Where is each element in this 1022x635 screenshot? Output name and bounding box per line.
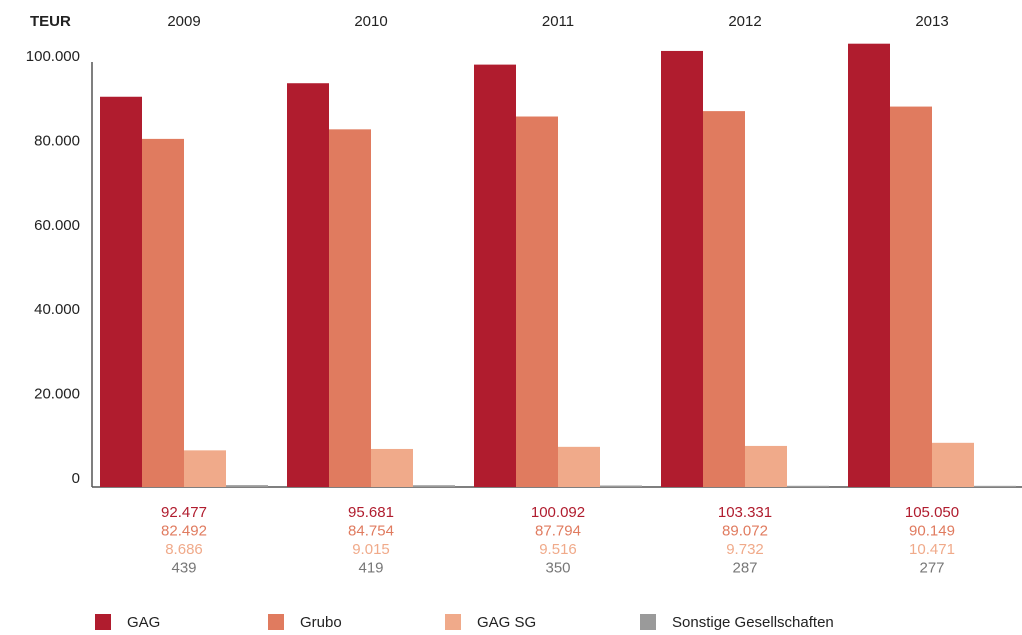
bar [142,138,184,487]
legend-swatch [268,614,284,630]
data-label: 87.794 [535,522,581,539]
legend-swatch [640,614,656,630]
bar [516,116,558,487]
bar [703,111,745,488]
data-label: 90.149 [909,522,955,539]
x-tick-label: 2011 [542,13,574,30]
data-label: 287 [732,559,757,576]
data-label: 105.050 [905,504,959,521]
data-label: 8.686 [165,541,203,558]
unit-label: TEUR [30,13,71,30]
bar [661,50,703,488]
x-tick-label: 2009 [167,13,200,30]
legend-label: GAG [127,614,160,631]
data-label: 10.471 [909,541,955,558]
bar [474,64,516,488]
y-tick-label: 60.000 [34,217,80,234]
data-label: 95.681 [348,504,394,521]
y-tick-label: 100.000 [26,48,80,65]
data-label: 82.492 [161,522,207,539]
x-tick-label: 2010 [354,13,387,30]
data-label: 89.072 [722,522,768,539]
data-label: 84.754 [348,522,394,539]
x-tick-label: 2013 [915,13,948,30]
legend-label: Sonstige Gesellschaften [672,614,834,631]
bar [890,106,932,487]
data-label: 419 [358,559,383,576]
data-label: 9.516 [539,541,577,558]
legend-swatch [445,614,461,630]
bar [974,485,1016,487]
x-tick-label: 2012 [728,13,761,30]
data-label: 103.331 [718,504,772,521]
bar [600,485,642,487]
data-label: 9.732 [726,541,764,558]
legend-label: Grubo [300,614,342,631]
legend-swatch [95,614,111,630]
bar [932,442,974,487]
bar [184,450,226,487]
bar [848,43,890,488]
bar [287,83,329,487]
y-tick-label: 20.000 [34,386,80,403]
data-label: 100.092 [531,504,585,521]
legend-label: GAG SG [477,614,536,631]
bar [413,485,455,487]
bar [226,485,268,487]
data-label: 92.477 [161,504,207,521]
bar [100,96,142,487]
y-tick-label: 80.000 [34,132,80,149]
bar [745,445,787,487]
bar [371,448,413,487]
data-label: 9.015 [352,541,390,558]
y-tick-label: 0 [72,470,80,487]
data-label: 350 [545,559,570,576]
bar [558,446,600,487]
bar [329,129,371,487]
bar [787,485,829,487]
data-label: 277 [919,559,944,576]
data-label: 439 [171,559,196,576]
y-tick-label: 40.000 [34,301,80,318]
